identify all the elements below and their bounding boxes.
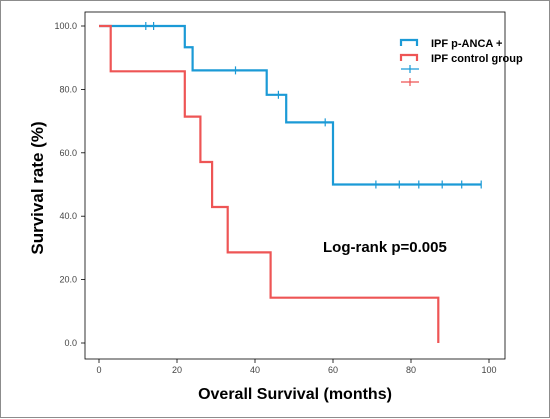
x-axis-title: Overall Survival (months) [198, 386, 392, 403]
y-tick-label: 80.0 [59, 84, 77, 94]
y-tick-label: 100.0 [54, 21, 77, 31]
legend-label: IPF control group [431, 53, 523, 65]
legend-label: IPF p-ANCA + [431, 38, 502, 50]
series-layer [99, 22, 482, 343]
x-tick-label: 20 [172, 365, 182, 375]
y-tick-label: 0.0 [64, 338, 77, 348]
x-tick-label: 80 [406, 365, 416, 375]
series-line-1 [99, 24, 482, 186]
x-tick-label: 0 [96, 365, 101, 375]
x-tick-label: 40 [250, 365, 260, 375]
legend-swatch [399, 38, 419, 46]
plot-area-border [84, 11, 506, 360]
annotation-logrank: Log-rank p=0.005 [323, 239, 447, 256]
y-axis-title: Survival rate (%) [28, 121, 47, 254]
x-tick-label: 60 [328, 365, 338, 375]
series-line-2 [99, 24, 440, 343]
y-tick-label: 60.0 [59, 148, 77, 158]
legend-swatch [399, 53, 419, 61]
legend: IPF p-ANCA + IPF control group [399, 38, 523, 86]
x-tick-label: 100 [481, 365, 496, 375]
y-tick-label: 40.0 [59, 211, 77, 221]
y-tick-label: 20.0 [59, 275, 77, 285]
axis-ticks: 0 20 40 60 80 100 0.0 20.0 40.0 60.0 80.0 100.0 [54, 21, 496, 375]
